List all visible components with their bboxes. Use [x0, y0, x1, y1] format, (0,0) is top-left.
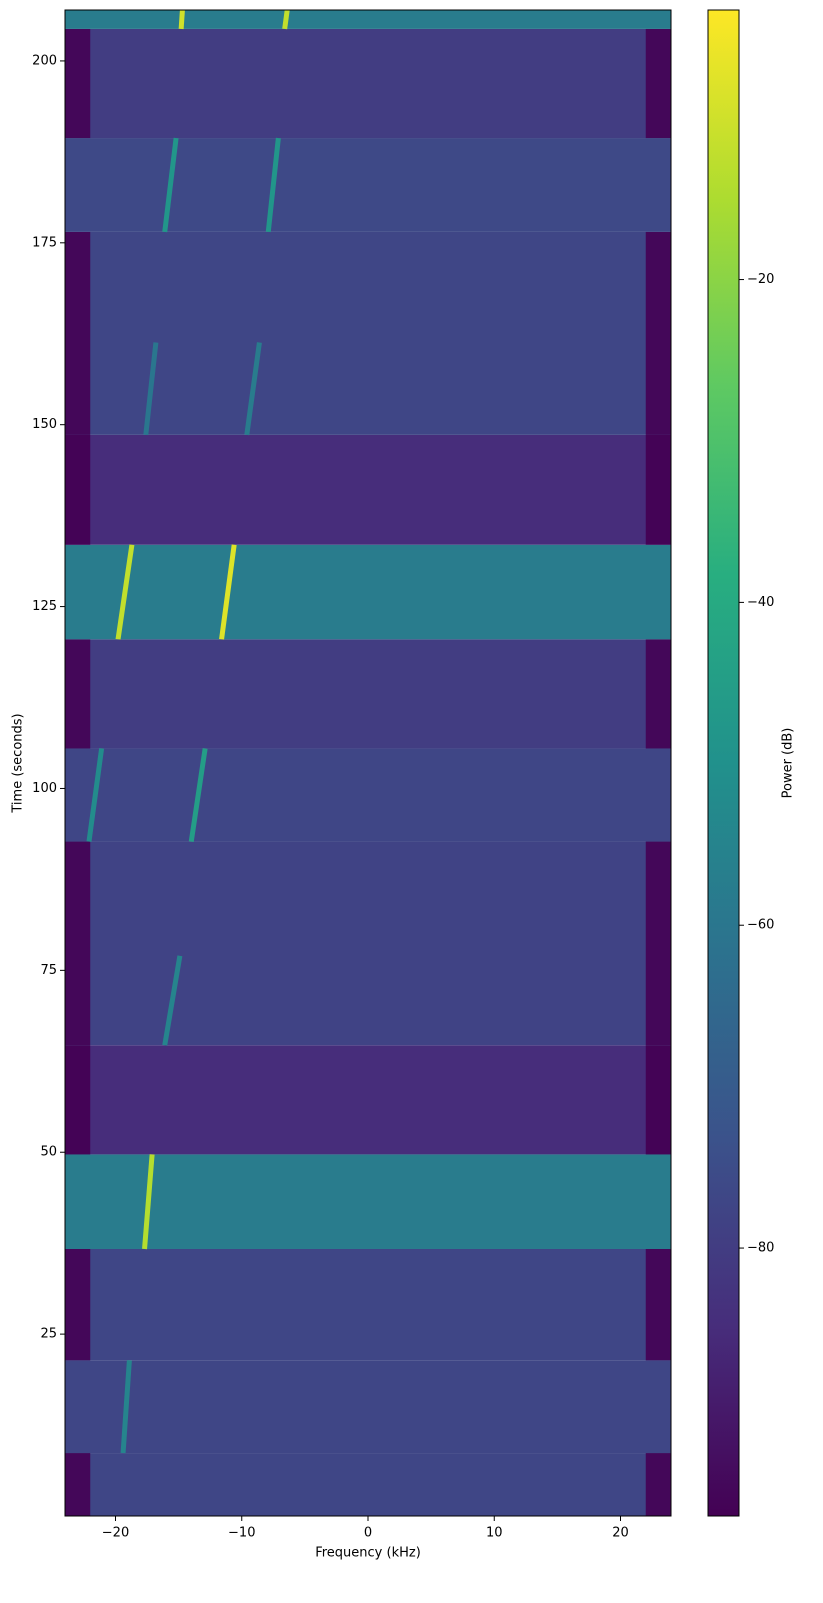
- segment-edge: [645, 1045, 671, 1155]
- colorbar-tick-label: −20: [747, 272, 774, 287]
- signal-trace: [244, 342, 262, 436]
- segment-edge: [65, 28, 91, 139]
- signal-trace: [115, 544, 135, 640]
- signal-trace: [142, 1154, 155, 1250]
- signal-trace: [265, 137, 281, 233]
- signal-trace: [178, 10, 185, 30]
- y-tick-label: 200: [32, 53, 57, 68]
- segment: [65, 639, 671, 749]
- y-tick-label: 75: [40, 963, 57, 978]
- segment: [65, 1154, 671, 1249]
- segment: [65, 841, 671, 1046]
- segment-edge: [645, 1453, 671, 1516]
- segment-edge: [65, 639, 91, 749]
- signal-trace: [86, 748, 105, 842]
- segment: [65, 1045, 671, 1155]
- segment-edge: [645, 434, 671, 545]
- segment-edge: [65, 231, 91, 435]
- segment-edge: [645, 231, 671, 435]
- segment-edge: [65, 1453, 91, 1516]
- colorbar: [707, 9, 740, 1517]
- x-axis-label: Frequency (kHz): [315, 1546, 421, 1561]
- x-tick-label: 20: [612, 1526, 629, 1541]
- segment: [65, 434, 671, 545]
- segment: [65, 231, 671, 435]
- signal-trace: [188, 748, 208, 842]
- x-tick-label: 0: [364, 1526, 372, 1541]
- segment-edge: [645, 841, 671, 1046]
- y-tick-label: 50: [40, 1145, 57, 1160]
- segment-edge: [65, 1248, 91, 1361]
- y-tick-label: 100: [32, 781, 57, 796]
- x-tick-label: 10: [486, 1526, 503, 1541]
- plot-area: [65, 10, 671, 1516]
- segment-edge: [645, 28, 671, 139]
- segment-edge: [65, 1045, 91, 1155]
- segment: [65, 10, 671, 29]
- segment: [65, 1453, 671, 1516]
- segment: [65, 1248, 671, 1361]
- y-tick-label: 25: [40, 1327, 57, 1342]
- x-tick-label: −10: [228, 1526, 255, 1541]
- signal-trace: [282, 10, 290, 30]
- segment-edge: [65, 841, 91, 1046]
- y-tick-label: 175: [32, 235, 57, 250]
- signal-trace: [162, 137, 179, 233]
- segment-edge: [645, 639, 671, 749]
- signal-trace: [120, 1360, 132, 1454]
- colorbar-label: Power (dB): [781, 728, 796, 799]
- colorbar-tick-label: −60: [747, 918, 774, 933]
- x-tick-label: −20: [102, 1526, 129, 1541]
- signal-trace: [162, 955, 183, 1046]
- y-tick-label: 125: [32, 599, 57, 614]
- colorbar-tick-label: −80: [747, 1241, 774, 1256]
- segment: [65, 544, 671, 640]
- y-tick-label: 150: [32, 417, 57, 432]
- segment: [65, 28, 671, 139]
- segment-edge: [65, 434, 91, 545]
- signal-trace: [219, 544, 237, 640]
- segment: [65, 1360, 671, 1454]
- colorbar-tick-label: −40: [747, 595, 774, 610]
- signal-trace: [143, 342, 159, 436]
- segment: [65, 748, 671, 842]
- y-axis-label: Time (seconds): [11, 713, 26, 813]
- segment-edge: [645, 1248, 671, 1361]
- segment: [65, 138, 671, 232]
